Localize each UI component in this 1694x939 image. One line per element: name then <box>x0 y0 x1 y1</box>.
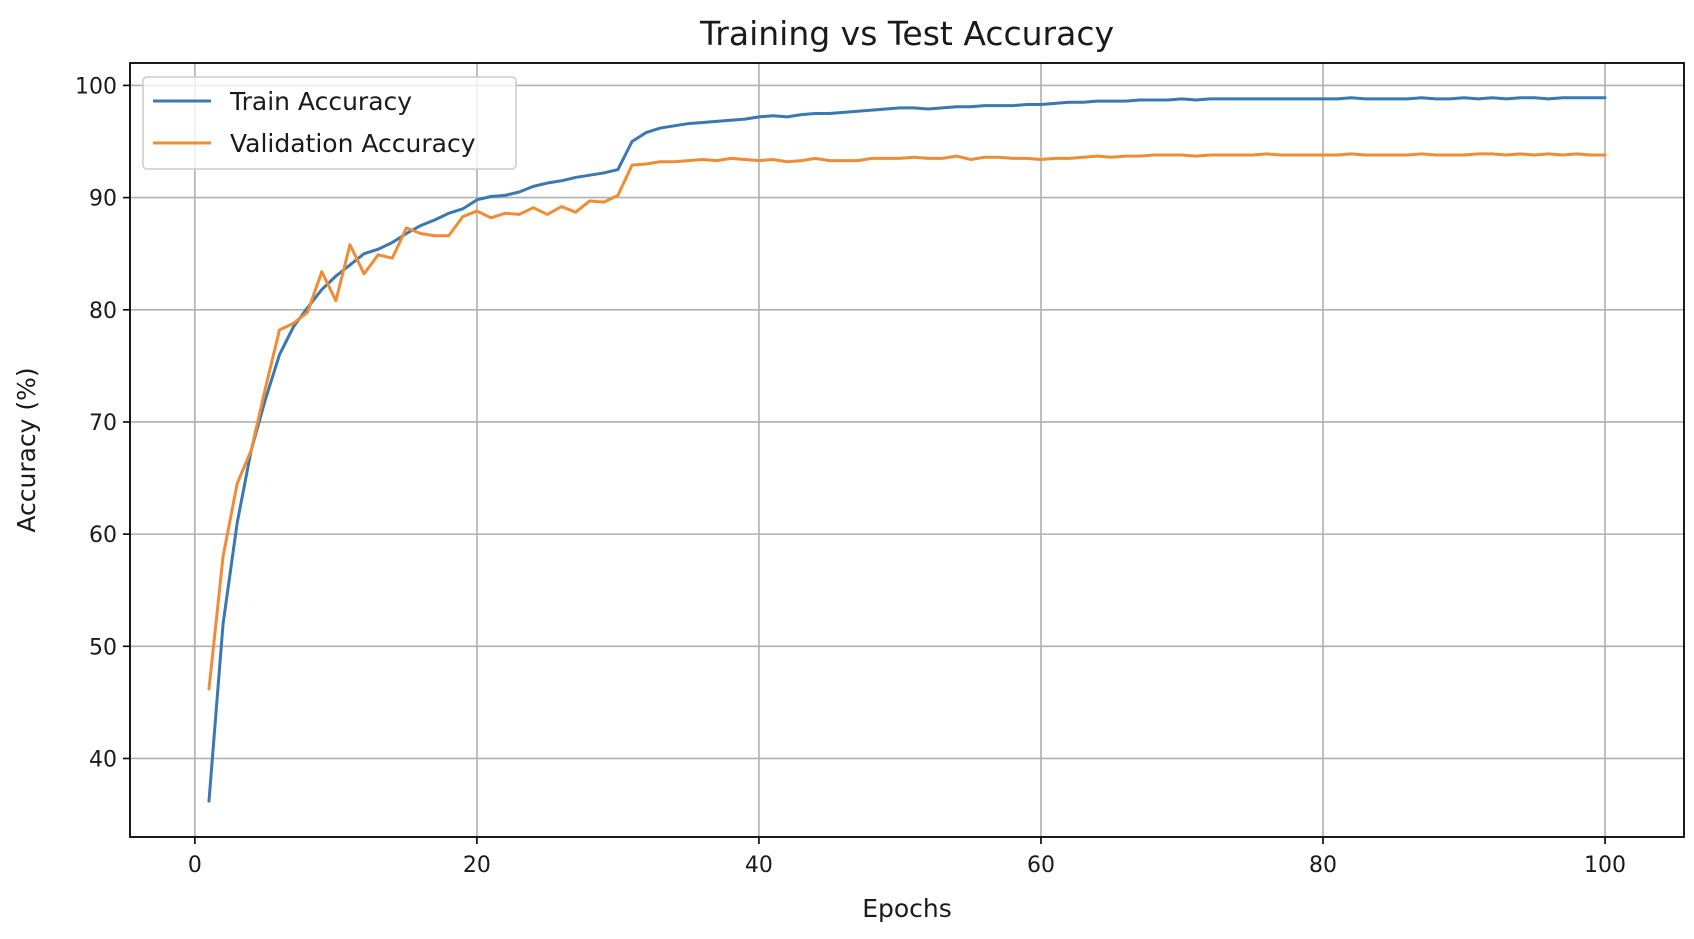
x-tick-label: 80 <box>1309 853 1337 878</box>
x-tick-label: 0 <box>188 853 202 878</box>
x-tick-label: 40 <box>745 853 773 878</box>
y-tick-label: 70 <box>89 411 117 436</box>
axis-ticks: 0 20 40 60 80 100 40 50 60 70 80 90 100 <box>75 74 1626 878</box>
y-tick-label: 40 <box>89 747 117 772</box>
series-line-train <box>207 96 1607 803</box>
legend-label-validation: Validation Accuracy <box>230 129 476 158</box>
legend: Train Accuracy Validation Accuracy <box>142 76 517 170</box>
series-lines <box>207 96 1607 803</box>
grid <box>130 63 1684 837</box>
x-tick-label: 100 <box>1584 853 1626 878</box>
legend-label-train: Train Accuracy <box>229 87 412 116</box>
x-axis-label: Epochs <box>862 894 952 923</box>
chart-title: Training vs Test Accuracy <box>699 14 1114 53</box>
plot-frame <box>129 62 1685 838</box>
y-tick-label: 90 <box>89 187 117 212</box>
y-tick-label: 50 <box>89 635 117 660</box>
legend-box <box>142 76 517 170</box>
y-tick-label: 100 <box>75 74 117 99</box>
x-tick-label: 20 <box>463 853 491 878</box>
x-tick-label: 60 <box>1027 853 1055 878</box>
series-line-validation <box>207 152 1607 691</box>
y-tick-label: 80 <box>89 299 117 324</box>
y-tick-label: 60 <box>89 523 117 548</box>
y-axis-label: Accuracy (%) <box>12 367 41 532</box>
